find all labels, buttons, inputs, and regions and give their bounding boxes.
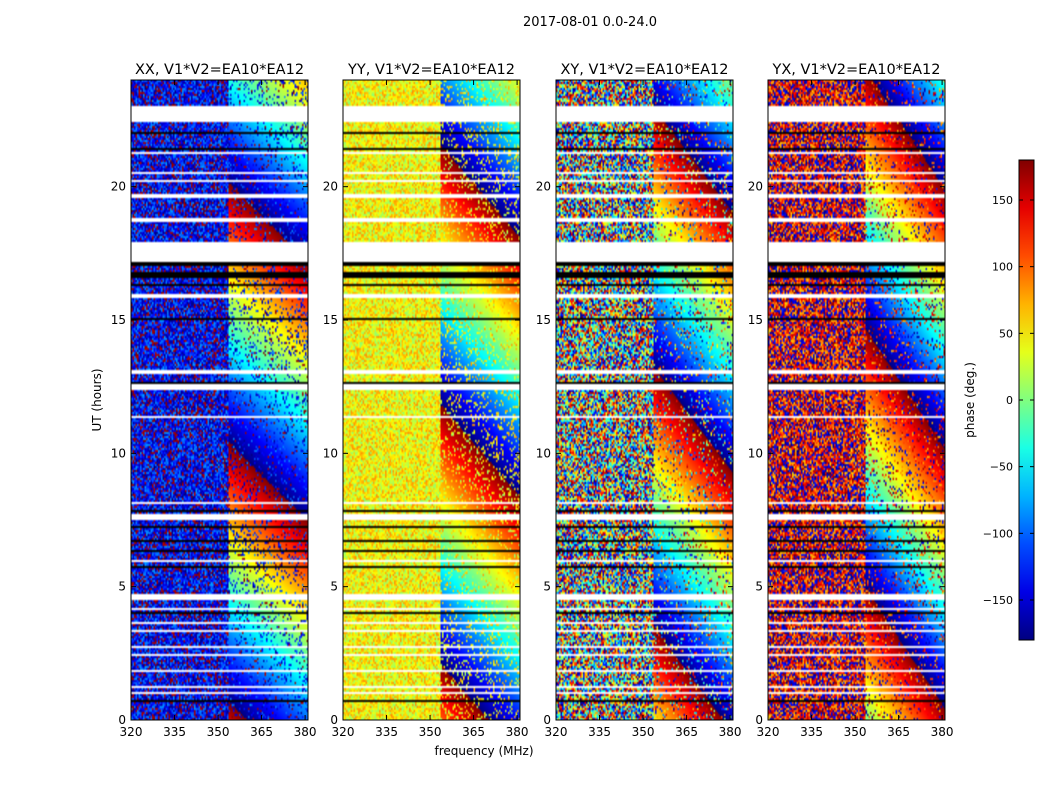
x-tick-label: 365 xyxy=(462,725,485,739)
colorbar-label: phase (deg.) xyxy=(963,362,977,438)
x-tick-label: 365 xyxy=(675,725,698,739)
panel-2: YY, V1*V2=EA10*EA12 320 335 350 365 380 0 5 10 15… xyxy=(323,62,529,739)
plot-frame xyxy=(555,79,734,721)
colorbar-tick-label: 0 xyxy=(1006,394,1013,407)
y-tick-label: 5 xyxy=(330,580,338,594)
panel-1: XX, V1*V2=EA10*EA12 320 335 350 365 380 0 5 10 15… xyxy=(111,62,317,739)
colorbar-tick-label: −100 xyxy=(983,527,1013,540)
panel-4: YX, V1*V2=EA10*EA12 320 335 350 365 380 0 5 10 15… xyxy=(748,62,954,739)
colorbar-tick-label: −50 xyxy=(990,461,1013,474)
plot-frame xyxy=(130,79,309,721)
plot-frame xyxy=(342,79,521,721)
y-tick-label: 0 xyxy=(755,713,763,727)
panel-title: XY, V1*V2=EA10*EA12 xyxy=(560,62,728,78)
x-tick-label: 350 xyxy=(419,725,442,739)
panel-title: YY, V1*V2=EA10*EA12 xyxy=(347,62,515,78)
x-tick-label: 320 xyxy=(757,725,780,739)
phase-raster xyxy=(131,80,308,720)
y-axis-label: UT (hours) xyxy=(90,368,104,431)
x-tick-label: 350 xyxy=(207,725,230,739)
y-tick-label: 15 xyxy=(323,313,338,327)
y-tick-label: 5 xyxy=(755,580,763,594)
x-tick-label: 335 xyxy=(375,725,398,739)
y-tick-label: 10 xyxy=(323,446,338,460)
colorbar-tick-label: 50 xyxy=(999,327,1013,340)
y-tick-label: 15 xyxy=(536,313,551,327)
y-tick-label: 5 xyxy=(118,580,126,594)
y-tick-label: 20 xyxy=(536,180,551,194)
y-tick-label: 20 xyxy=(748,180,763,194)
y-tick-label: 20 xyxy=(111,180,126,194)
plot-frame xyxy=(767,79,946,721)
y-tick-label: 0 xyxy=(330,713,338,727)
y-tick-label: 5 xyxy=(543,580,551,594)
y-tick-label: 10 xyxy=(111,446,126,460)
panels: XX, V1*V2=EA10*EA12 320 335 350 365 380 0 5 10 15… xyxy=(111,62,954,739)
x-tick-label: 320 xyxy=(545,725,568,739)
panel-title: XX, V1*V2=EA10*EA12 xyxy=(135,62,304,78)
x-tick-label: 380 xyxy=(931,725,954,739)
panel-title: YX, V1*V2=EA10*EA12 xyxy=(771,62,940,78)
colorbar-tick-label: 150 xyxy=(992,194,1013,207)
y-tick-label: 10 xyxy=(536,446,551,460)
x-axis-label: frequency (MHz) xyxy=(434,744,533,758)
colorbar: 150 100 50 0 −50 −100 −150 xyxy=(983,159,1035,641)
figure-suptitle: 2017-08-01 0.0-24.0 xyxy=(523,15,657,30)
phase-raster xyxy=(768,80,945,720)
phase-raster xyxy=(556,80,733,720)
x-tick-label: 380 xyxy=(719,725,742,739)
x-tick-label: 350 xyxy=(632,725,655,739)
y-tick-label: 15 xyxy=(748,313,763,327)
y-tick-label: 10 xyxy=(748,446,763,460)
colorbar-tick-label: −150 xyxy=(983,594,1013,607)
x-tick-label: 335 xyxy=(163,725,186,739)
x-tick-label: 335 xyxy=(588,725,611,739)
y-tick-label: 0 xyxy=(118,713,126,727)
x-tick-label: 350 xyxy=(844,725,867,739)
phase-raster xyxy=(343,80,520,720)
x-tick-label: 365 xyxy=(250,725,273,739)
panel-3: XY, V1*V2=EA10*EA12 320 335 350 365 380 0 5 10 15… xyxy=(536,62,742,739)
y-tick-label: 0 xyxy=(543,713,551,727)
x-tick-label: 320 xyxy=(120,725,143,739)
colorbar-tick-label: 100 xyxy=(992,261,1013,274)
x-tick-label: 365 xyxy=(887,725,910,739)
x-tick-label: 320 xyxy=(332,725,355,739)
x-tick-label: 380 xyxy=(294,725,317,739)
x-tick-label: 335 xyxy=(800,725,823,739)
x-tick-label: 380 xyxy=(506,725,529,739)
y-tick-label: 15 xyxy=(111,313,126,327)
y-tick-label: 20 xyxy=(323,180,338,194)
